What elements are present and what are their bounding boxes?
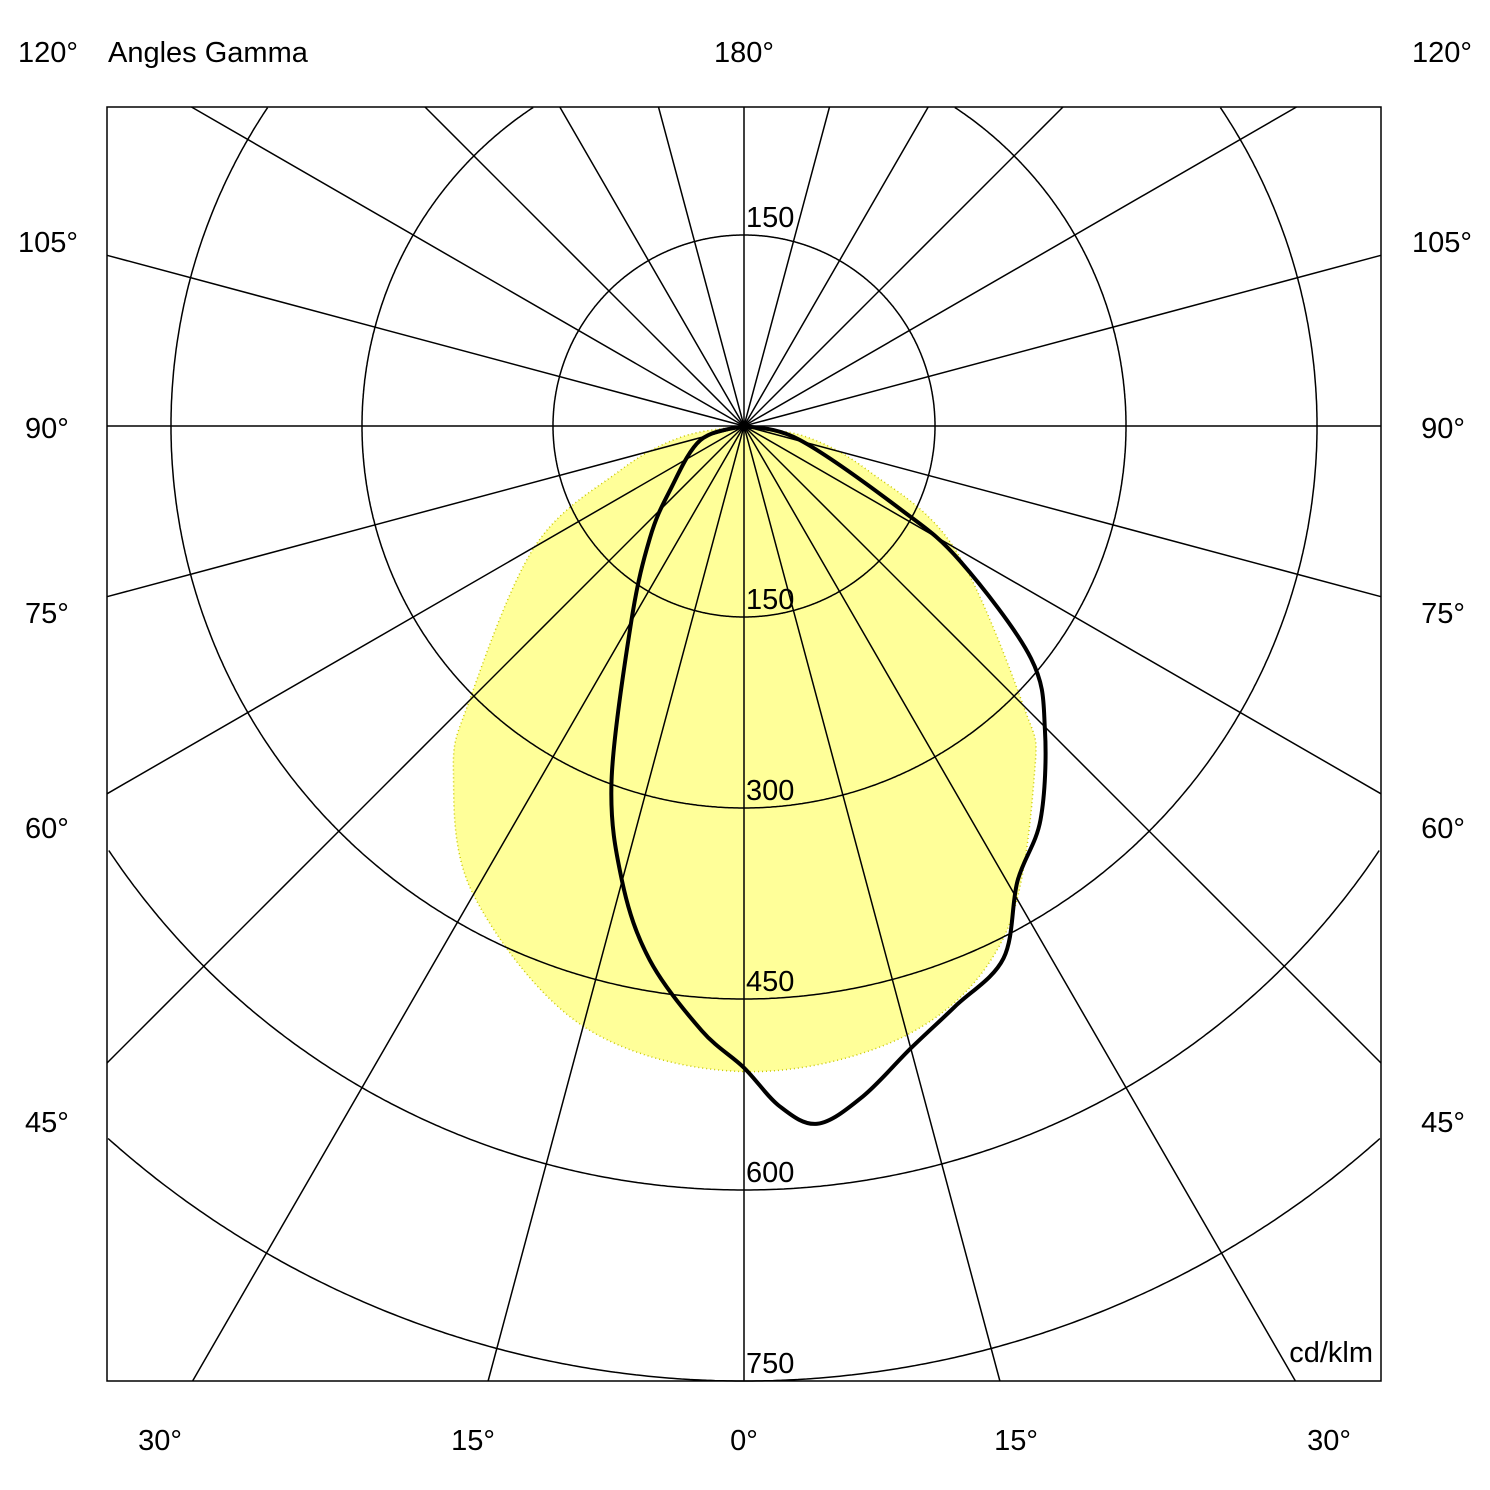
angle-line-120 <box>743 106 1297 427</box>
radial-tick-label-150: 150 <box>746 584 794 616</box>
top-center-label: 180° <box>714 37 774 69</box>
right-label-75: 75° <box>1421 598 1465 630</box>
angle-line-300 <box>106 425 745 795</box>
radial-tick-label-upper-150: 150 <box>746 202 794 234</box>
intensity-curve-series-1 <box>609 424 1048 1126</box>
angle-line-60 <box>743 425 1382 795</box>
angle-line-210 <box>559 106 745 427</box>
angle-line-45 <box>743 425 1382 1064</box>
angle-line-30 <box>743 425 1297 1382</box>
radial-tick-label-600: 600 <box>746 1157 794 1189</box>
angle-line-315 <box>106 425 745 1064</box>
unit-label: cd/klm <box>1289 1337 1373 1369</box>
bottom-label-right-15: 15° <box>994 1425 1038 1457</box>
right-label-105: 105° <box>1412 227 1472 259</box>
radial-tick-label-300: 300 <box>746 775 794 807</box>
right-label-60: 60° <box>1421 813 1465 845</box>
plot-frame <box>106 106 1382 1382</box>
radial-ring-750 <box>107 1137 1381 1382</box>
bottom-label-0: 0° <box>730 1425 758 1457</box>
left-label-45: 45° <box>25 1107 69 1139</box>
radial-tick-label-450: 450 <box>746 966 794 998</box>
radial-ring-300 <box>361 106 1127 809</box>
left-label-60: 60° <box>25 813 69 845</box>
angle-line-330 <box>191 425 745 1382</box>
right-label-45: 45° <box>1421 1107 1465 1139</box>
left-label-90: 90° <box>25 413 69 445</box>
radial-ring-600 <box>108 850 1380 1191</box>
angle-line-345 <box>487 425 745 1382</box>
radial-tick-label-750: 750 <box>746 1348 794 1380</box>
angle-line-75 <box>743 425 1382 598</box>
corner-label-top-right: 120° <box>1412 37 1472 69</box>
angle-line-240 <box>191 106 745 427</box>
chart-title: Angles Gamma <box>108 37 309 69</box>
left-label-75: 75° <box>25 598 69 630</box>
bottom-label-left-15: 15° <box>451 1425 495 1457</box>
right-label-90: 90° <box>1421 413 1465 445</box>
angle-line-285 <box>106 425 745 598</box>
left-label-105: 105° <box>18 227 78 259</box>
angle-line-105 <box>743 254 1382 427</box>
angle-line-225 <box>424 106 745 427</box>
corner-label-top-left: 120° <box>18 37 78 69</box>
angle-line-255 <box>106 254 745 427</box>
angle-line-15 <box>743 425 1001 1382</box>
bottom-label-right-30: 30° <box>1307 1425 1351 1457</box>
bottom-label-left-30: 30° <box>138 1425 182 1457</box>
angle-line-165 <box>743 106 831 427</box>
angle-line-195 <box>657 106 745 427</box>
angle-line-150 <box>743 106 929 427</box>
angle-line-135 <box>743 106 1064 427</box>
radial-ring-450 <box>170 107 1318 1000</box>
